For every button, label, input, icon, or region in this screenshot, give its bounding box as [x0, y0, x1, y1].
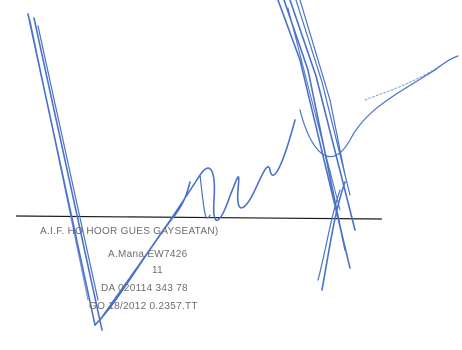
signature-marker-line: 11 — [152, 265, 163, 276]
signature-role-line: A.Mana EW7426 — [108, 249, 188, 260]
signature-strokes — [27, 0, 459, 331]
signature-date-line-2: GO 18/2012 0.2357.TT — [89, 301, 198, 312]
signature-name-line: A.I.F. HO HOOR GUES GAYSEATAN) — [40, 226, 219, 237]
signature-date-line-1: DA 020114 343 78 — [101, 283, 188, 294]
